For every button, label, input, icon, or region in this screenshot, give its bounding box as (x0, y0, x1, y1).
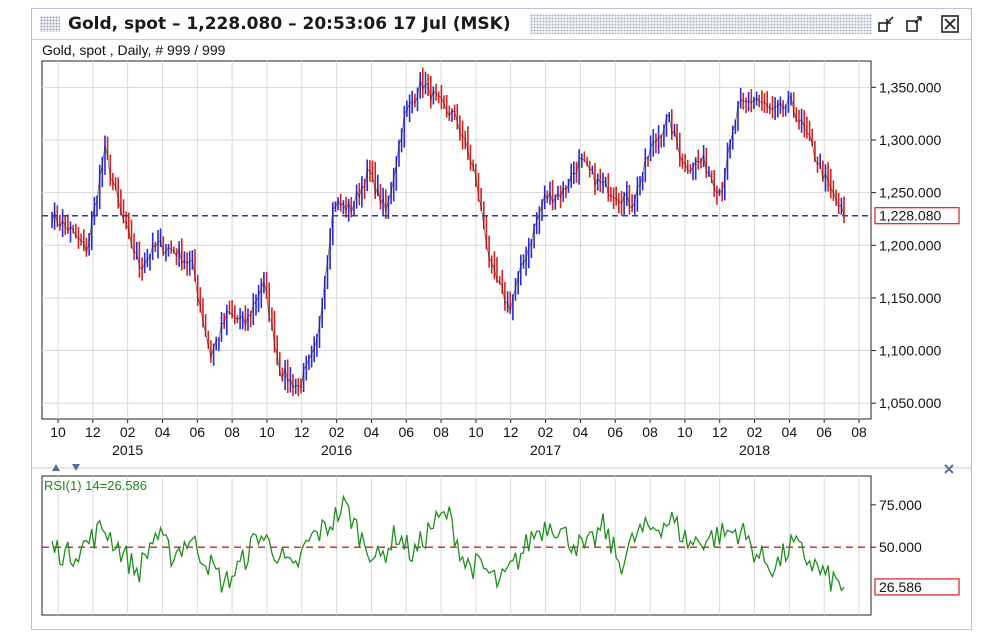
last-price-box (874, 207, 960, 225)
x-tick-label: 12 (85, 424, 101, 440)
y-tick-label: 1,050.000 (879, 395, 941, 411)
x-tick-label: 06 (398, 424, 414, 440)
panel-down-arrow-icon[interactable] (72, 464, 80, 471)
x-tick-label: 04 (573, 424, 589, 440)
chart-window: Gold, spot – 1,228.080 – 20:53:06 17 Jul… (31, 8, 972, 630)
x-tick-label: 02 (120, 424, 136, 440)
chart-area[interactable]: 10 12 02 04 06 08 10 12 02 04 06 08 10 12 02 04 06 08 10 12… (32, 9, 971, 629)
rsi-plot-frame (41, 475, 872, 616)
x-tick-label: 02 (538, 424, 554, 440)
panel-close-icon[interactable] (944, 464, 954, 474)
price-close-line (51, 78, 845, 389)
y-tick-label: 1,300.000 (879, 132, 941, 148)
y-tick-label: 1,200.000 (879, 237, 941, 253)
x-tick-label: 06 (816, 424, 832, 440)
close-icon[interactable] (940, 14, 960, 34)
x-tick-label: 08 (642, 424, 658, 440)
y-tick-label: 1,100.000 (879, 343, 941, 359)
panel-up-arrow-icon[interactable] (52, 464, 60, 471)
x-tick-label: 10 (259, 424, 275, 440)
title-bar[interactable]: Gold, spot – 1,228.080 – 20:53:06 17 Jul… (32, 9, 971, 40)
x-tick-label: 02 (329, 424, 345, 440)
x-tick-label: 04 (155, 424, 171, 440)
x-tick-label: 06 (607, 424, 623, 440)
x-tick-label: 04 (364, 424, 380, 440)
rsi-y-tick-label: 50.000 (879, 539, 922, 555)
x-tick-label: 02 (747, 424, 763, 440)
drag-grip-icon[interactable] (40, 16, 60, 32)
x-tick-label: 08 (851, 424, 867, 440)
rsi-title: RSI(1) 14=26.586 (44, 478, 147, 493)
rsi-y-tick-label: 75.000 (879, 497, 922, 513)
x-year-label: 2016 (321, 442, 352, 458)
x-tick-label: 12 (712, 424, 728, 440)
x-year-label: 2018 (739, 442, 770, 458)
rsi-last-box (874, 578, 960, 596)
y-tick-label: 1,250.000 (879, 185, 941, 201)
rsi-last-label: 26.586 (879, 579, 922, 595)
x-year-label: 2017 (530, 442, 561, 458)
x-tick-label: 10 (677, 424, 693, 440)
last-price-label: 1,228.080 (879, 208, 941, 224)
x-tick-label: 12 (294, 424, 310, 440)
x-tick-label: 10 (468, 424, 484, 440)
restore-icon[interactable] (904, 14, 924, 34)
x-year-label: 2015 (112, 442, 143, 458)
x-tick-label: 12 (503, 424, 519, 440)
chart-subtitle: Gold, spot , Daily, # 999 / 999 (42, 42, 226, 58)
y-tick-label: 1,350.000 (879, 79, 941, 95)
y-tick-label: 1,150.000 (879, 290, 941, 306)
x-tick-label: 10 (50, 424, 66, 440)
rsi-line (51, 494, 845, 593)
window-title: Gold, spot – 1,228.080 – 20:53:06 17 Jul… (68, 14, 511, 34)
x-tick-label: 08 (224, 424, 240, 440)
x-tick-label: 06 (190, 424, 206, 440)
title-bar-texture (530, 14, 872, 34)
minimize-icon[interactable] (876, 14, 896, 34)
x-tick-label: 08 (433, 424, 449, 440)
x-tick-label: 04 (782, 424, 798, 440)
